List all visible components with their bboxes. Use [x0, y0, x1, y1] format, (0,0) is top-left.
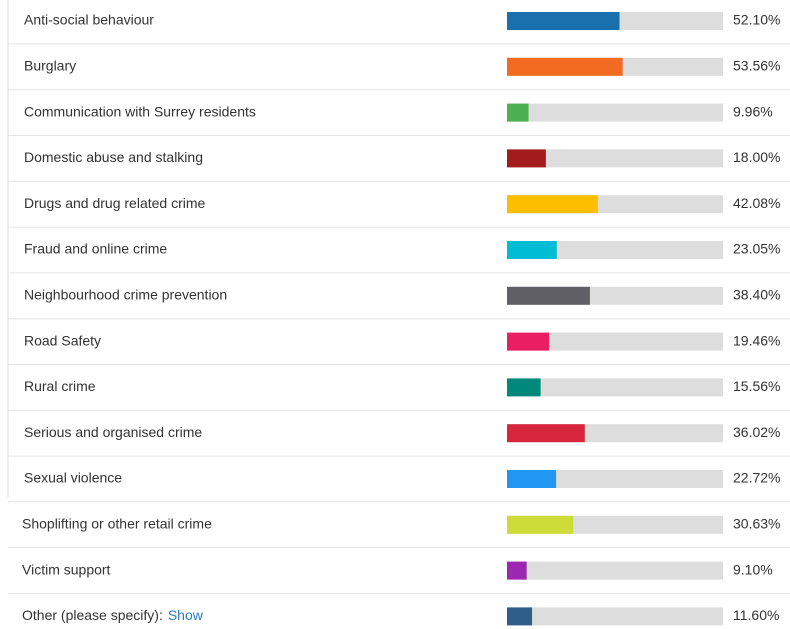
value-label: 30.63%: [733, 516, 780, 532]
category-label: Drugs and drug related crime: [24, 195, 206, 211]
bar: [507, 149, 546, 168]
value-label: 19.46%: [733, 332, 780, 348]
bar: [507, 103, 529, 122]
category-label: Road Safety: [24, 332, 101, 348]
category-label: Domestic abuse and stalking: [24, 149, 203, 165]
bar-track: [507, 470, 723, 488]
value-label: 23.05%: [733, 241, 780, 257]
value-label: 18.00%: [733, 149, 780, 165]
value-label: 11.60%: [733, 607, 779, 623]
bar: [507, 515, 574, 534]
category-label: Other (please specify):: [22, 607, 163, 623]
value-label: 22.72%: [733, 470, 780, 486]
bar: [507, 241, 557, 259]
category-label: Shoplifting or other retail crime: [22, 516, 212, 532]
bar-track: [507, 607, 723, 626]
bar: [507, 12, 620, 30]
bar: [507, 424, 585, 443]
category-label: Anti-social behaviour: [24, 12, 154, 28]
value-label: 52.10%: [733, 12, 780, 28]
category-label: Victim support: [22, 561, 111, 577]
show-link[interactable]: Show: [168, 607, 204, 623]
value-label: 36.02%: [733, 424, 780, 440]
value-label: 9.96%: [733, 103, 773, 119]
category-label: Serious and organised crime: [24, 424, 202, 440]
value-label: 38.40%: [733, 287, 780, 303]
category-label: Fraud and online crime: [24, 241, 167, 257]
bar: [507, 195, 598, 214]
category-label: Burglary: [24, 58, 76, 74]
bar-track: [507, 332, 723, 351]
category-label: Rural crime: [24, 378, 96, 394]
bar: [507, 286, 590, 305]
value-label: 53.56%: [733, 58, 780, 74]
bar: [507, 332, 550, 351]
bar-track: [507, 241, 723, 259]
bar: [507, 57, 623, 76]
value-label: 15.56%: [733, 378, 780, 394]
bar-track: [507, 103, 723, 122]
value-label: 42.08%: [733, 195, 780, 211]
bar: [507, 561, 527, 580]
bar-track: [507, 149, 723, 168]
bar-track: [507, 378, 723, 397]
bar-track: [507, 561, 723, 580]
bar: [507, 470, 557, 488]
category-label: Neighbourhood crime prevention: [24, 287, 227, 303]
bar: [507, 607, 533, 626]
value-label: 9.10%: [733, 561, 773, 577]
category-label: Communication with Surrey residents: [24, 103, 256, 119]
category-label: Sexual violence: [24, 470, 122, 486]
bar: [507, 378, 541, 397]
